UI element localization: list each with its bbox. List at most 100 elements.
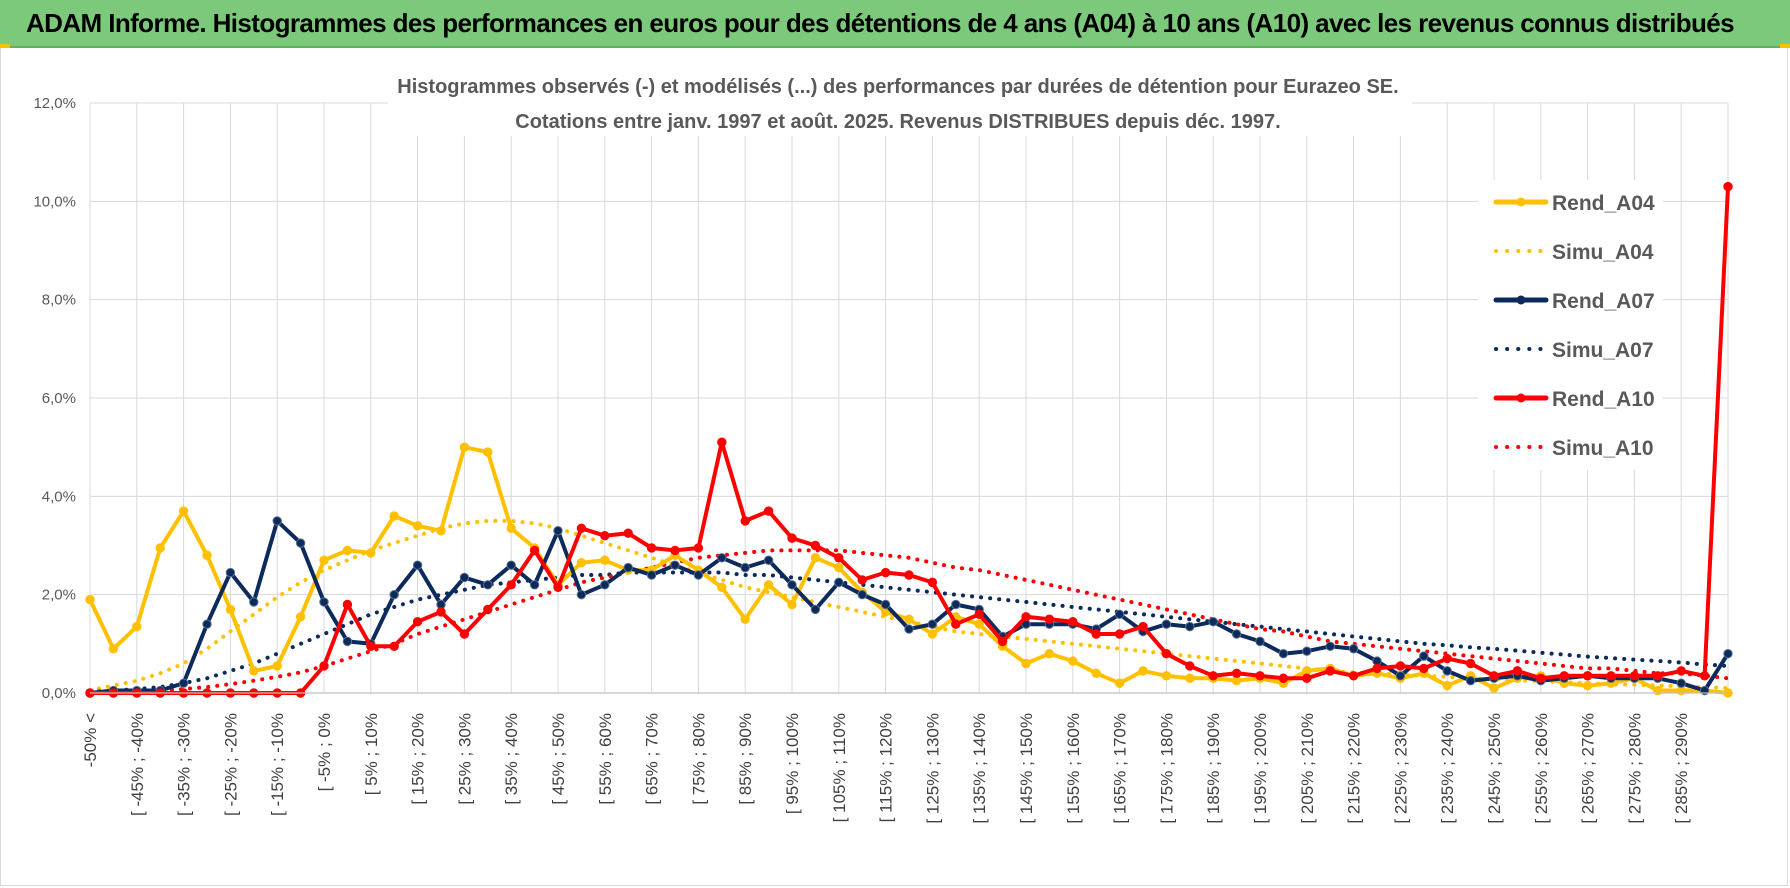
data-point-rend_a10 <box>951 619 961 629</box>
chart-series <box>85 181 1733 698</box>
data-point-rend_a07 <box>1395 671 1406 681</box>
legend-item-rend_a04: Rend_A04 <box>1493 192 1655 215</box>
x-tick-label: [ 225% ; 230% <box>1391 713 1410 824</box>
chart-subtitle: Cotations entre janv. 1997 et août. 2025… <box>515 111 1280 133</box>
data-point-rend_a07 <box>342 636 353 647</box>
x-tick-label: [ 205% ; 210% <box>1298 713 1317 824</box>
legend-marker <box>1516 393 1526 403</box>
legend-background <box>1478 180 1663 470</box>
data-point-rend_a10 <box>1325 666 1335 676</box>
data-point-rend_a07 <box>506 560 516 570</box>
data-point-rend_a10 <box>1091 629 1101 639</box>
data-point-rend_a10 <box>483 604 493 615</box>
data-point-rend_a04 <box>412 521 423 531</box>
series-line-simu_a07 <box>88 570 1730 694</box>
data-point-rend_a04 <box>1185 673 1195 683</box>
x-tick-label: [ -15% ; -10% <box>268 713 287 816</box>
data-point-rend_a07 <box>576 589 587 600</box>
data-point-rend_a10 <box>1442 653 1452 664</box>
data-point-rend_a04 <box>763 580 774 590</box>
x-tick-label: [ 265% ; 270% <box>1579 713 1598 824</box>
data-point-rend_a07 <box>1255 636 1265 647</box>
data-point-rend_a04 <box>85 594 95 605</box>
data-point-rend_a07 <box>740 562 750 573</box>
data-point-rend_a10 <box>1068 617 1078 627</box>
data-point-rend_a10 <box>693 543 704 553</box>
data-point-rend_a07 <box>951 599 961 610</box>
data-point-rend_a04 <box>1442 680 1452 691</box>
data-point-rend_a04 <box>1582 680 1593 691</box>
series-line-simu_a10 <box>88 548 1730 695</box>
data-point-rend_a07 <box>529 580 540 590</box>
data-point-rend_a04 <box>1114 678 1125 688</box>
data-point-rend_a10 <box>1582 671 1593 681</box>
data-point-rend_a04 <box>249 666 259 676</box>
data-point-rend_a10 <box>1512 666 1523 676</box>
data-point-rend_a07 <box>1465 676 1476 686</box>
data-point-rend_a07 <box>670 560 680 570</box>
x-tick-label: [ 155% ; 160% <box>1064 713 1083 824</box>
data-point-rend_a10 <box>1138 621 1148 632</box>
data-point-rend_a10 <box>1699 671 1710 681</box>
data-point-rend_a04 <box>1489 683 1499 693</box>
series-simu_a07 <box>88 570 1730 694</box>
data-point-rend_a07 <box>459 572 470 583</box>
legend-label: Simu_A07 <box>1552 339 1654 362</box>
legend-label: Simu_A04 <box>1552 241 1654 264</box>
x-tick-label: [ 125% ; 130% <box>923 713 942 824</box>
data-point-rend_a04 <box>225 604 236 615</box>
data-point-rend_a04 <box>272 661 282 671</box>
data-point-rend_a10 <box>670 545 680 556</box>
x-tick-label: [ -5% ; 0% <box>315 713 334 791</box>
legend-item-simu_a04: Simu_A04 <box>1494 241 1654 264</box>
data-point-rend_a04 <box>1021 658 1031 669</box>
data-point-rend_a10 <box>1021 612 1031 622</box>
data-point-rend_a10 <box>927 577 938 588</box>
series-simu_a04 <box>88 518 1730 693</box>
data-point-rend_a07 <box>249 597 259 607</box>
data-point-rend_a07 <box>600 580 610 590</box>
data-point-rend_a10 <box>1606 671 1616 681</box>
data-point-rend_a10 <box>1676 666 1686 676</box>
data-point-rend_a04 <box>506 523 516 533</box>
legend-item-rend_a10: Rend_A10 <box>1493 388 1655 411</box>
x-tick-label: [ 135% ; 140% <box>970 713 989 824</box>
data-point-rend_a04 <box>1044 648 1055 659</box>
x-tick-label: [ 35% ; 40% <box>502 713 521 805</box>
data-point-rend_a10 <box>342 599 353 610</box>
x-tick-label: [ 75% ; 80% <box>689 713 708 805</box>
data-point-rend_a04 <box>483 447 493 457</box>
data-point-rend_a10 <box>1395 661 1406 671</box>
data-point-rend_a04 <box>576 558 587 568</box>
data-point-rend_a10 <box>974 609 984 620</box>
chart-axes: 0,0% 2,0% 4,0% 6,0% 8,0% 10,0% 12,0% -50% < [ -4… <box>33 95 1728 824</box>
data-point-rend_a10 <box>459 629 470 639</box>
data-point-rend_a07 <box>319 597 329 607</box>
data-point-rend_a10 <box>857 575 867 585</box>
x-tick-label: [ 195% ; 200% <box>1251 713 1270 824</box>
x-tick-label: [ 175% ; 180% <box>1157 713 1176 824</box>
data-point-rend_a10 <box>1255 671 1265 681</box>
data-point-rend_a07 <box>763 555 774 565</box>
data-point-rend_a10 <box>1208 671 1218 681</box>
x-tick-label: [ 115% ; 120% <box>877 713 896 822</box>
data-point-rend_a04 <box>1091 668 1101 679</box>
data-point-rend_a10 <box>576 523 587 533</box>
x-tick-label: [ 255% ; 260% <box>1532 713 1551 824</box>
data-point-rend_a10 <box>1231 668 1242 679</box>
header-band <box>0 0 1790 48</box>
data-point-rend_a10 <box>1536 673 1546 683</box>
data-point-rend_a10 <box>1489 671 1499 681</box>
data-point-rend_a10 <box>389 641 399 651</box>
data-point-rend_a07 <box>1185 621 1195 632</box>
y-tick-label: 2,0% <box>42 587 76 604</box>
legend-label: Rend_A10 <box>1552 388 1655 411</box>
data-point-rend_a07 <box>1302 646 1312 656</box>
data-point-rend_a10 <box>787 533 797 543</box>
data-point-rend_a07 <box>857 589 867 600</box>
data-point-rend_a07 <box>1442 666 1452 676</box>
y-tick-label: 8,0% <box>42 292 76 309</box>
data-point-rend_a10 <box>810 540 821 551</box>
data-point-rend_a04 <box>810 553 821 563</box>
data-point-rend_a07 <box>1325 641 1335 651</box>
